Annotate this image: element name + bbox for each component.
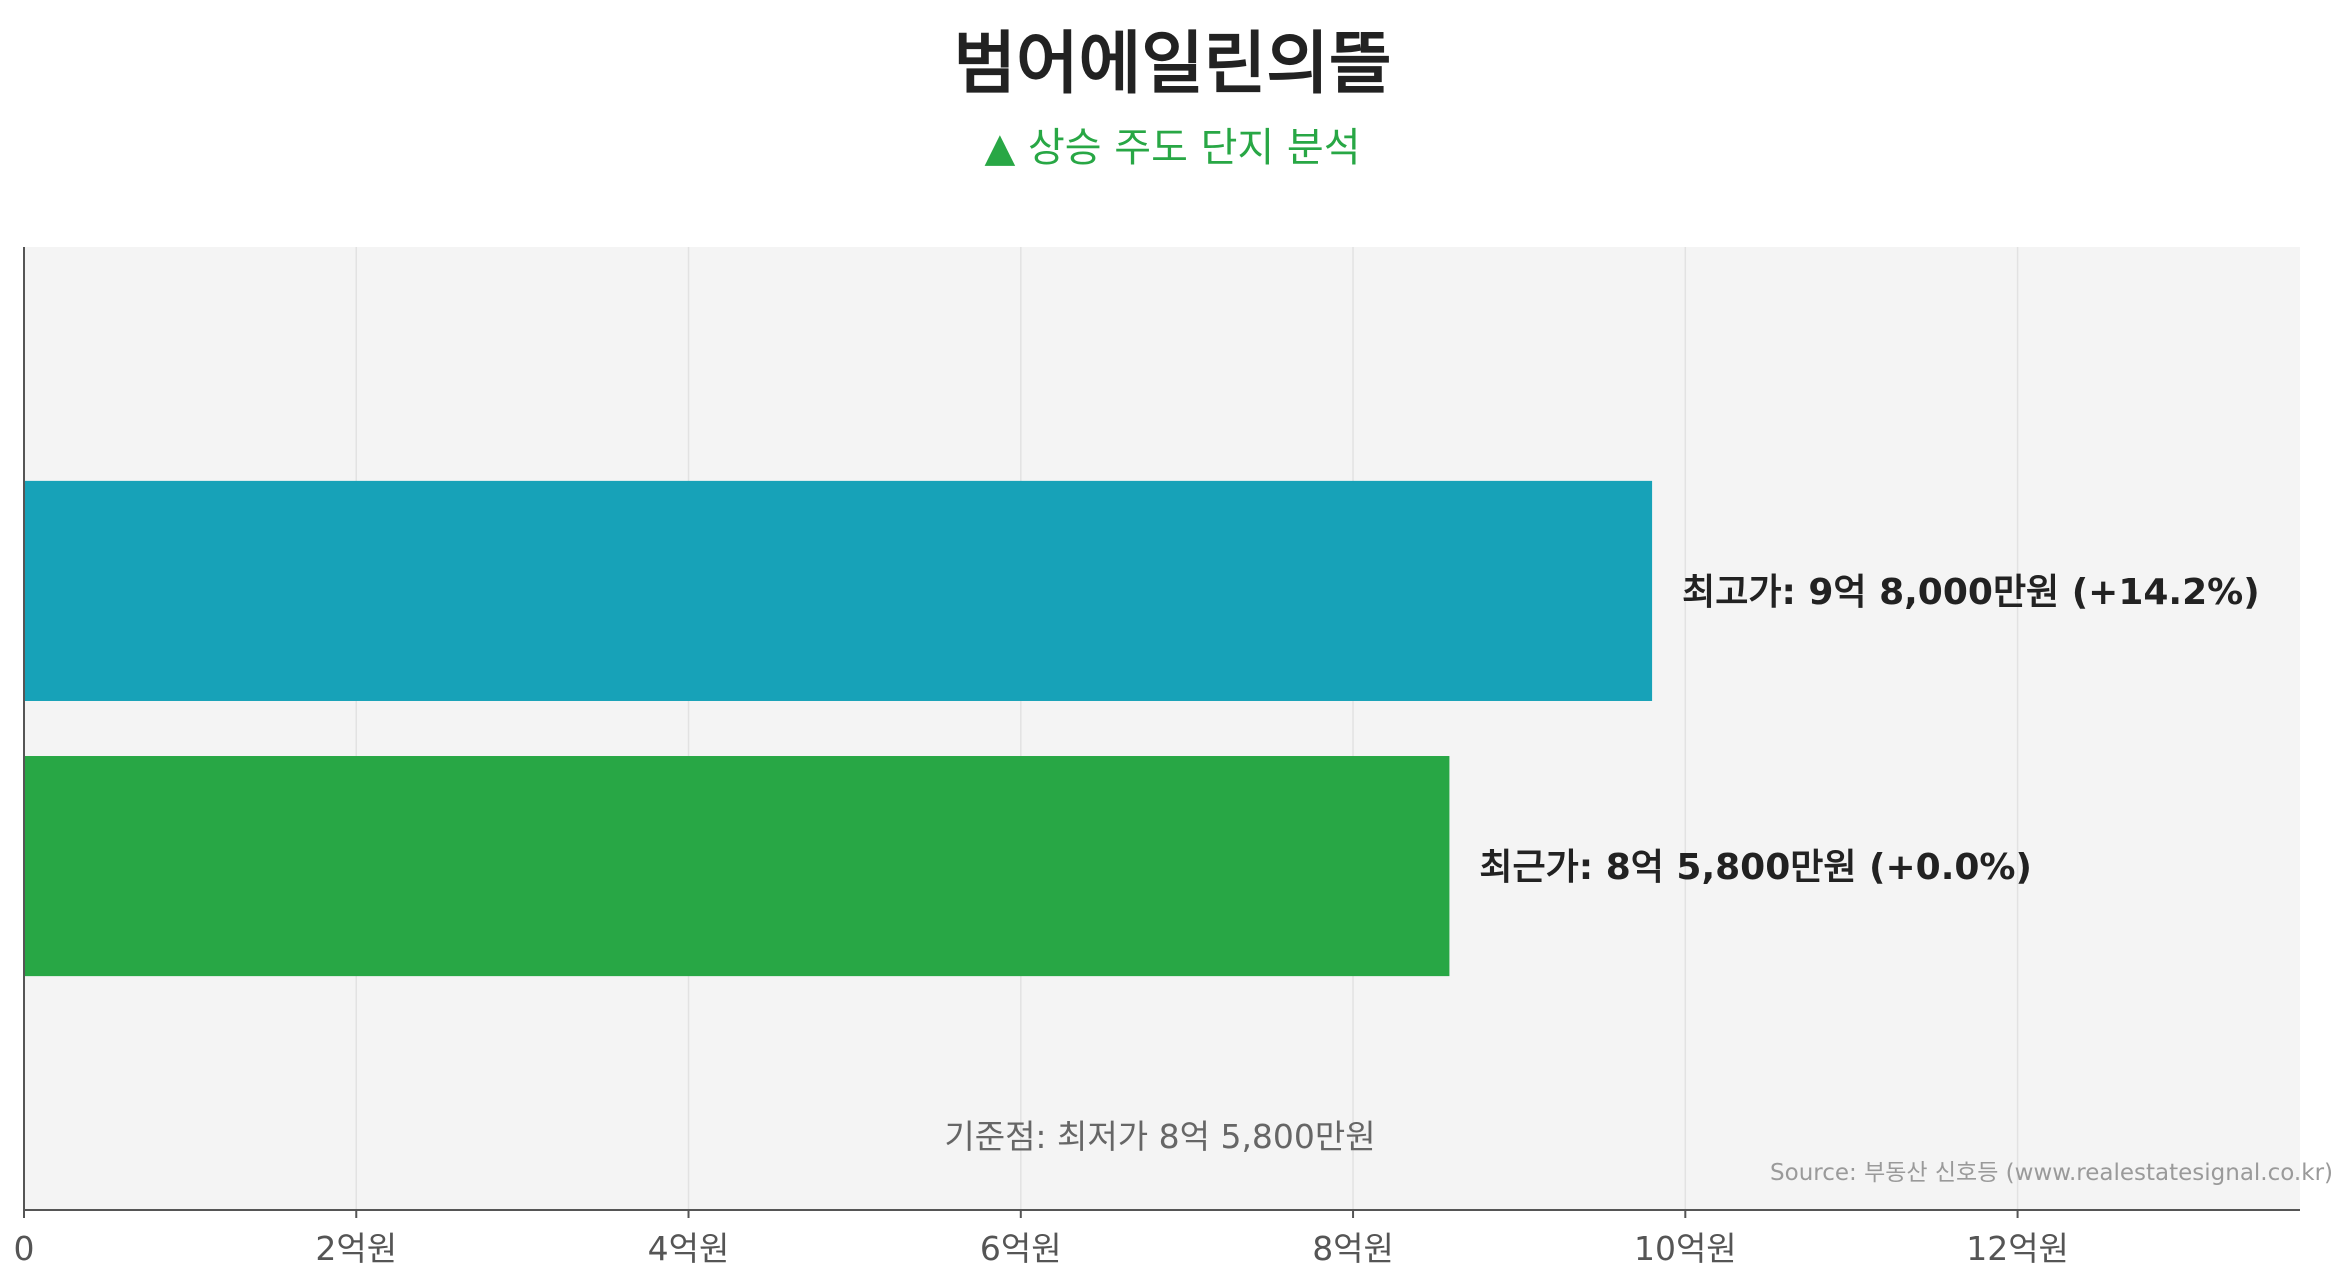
bars (24, 480, 1653, 977)
chart-subtitle: ▲ 상승 주도 단지 분석 (984, 125, 1361, 171)
x-tick-label: 4억원 (648, 1229, 730, 1268)
x-tick-label: 8억원 (1312, 1229, 1394, 1268)
x-tick-labels: 0 2억원 4억원 6억원 8억원 10억원 12억원 (14, 1210, 2069, 1268)
source-note: Source: 부동산 신호등 (www.realestatesignal.co… (1770, 1160, 2333, 1186)
x-tick-label: 10억원 (1634, 1229, 1737, 1268)
plot-background (24, 247, 2300, 1210)
bar-value-label: 최근가: 8억 5,800만원 (+0.0%) (1479, 847, 2032, 888)
bar-recent-price (24, 756, 1450, 977)
x-tick-label: 12억원 (1966, 1229, 2069, 1268)
axes (23, 247, 2300, 1211)
grid-lines (355, 247, 2019, 1210)
baseline-annotation: 기준점: 최저가 8억 5,800만원 (944, 1117, 1375, 1156)
bar-highest-price (24, 480, 1653, 701)
bar-labels: 최고가: 9억 8,000만원 (+14.2%) 최근가: 8억 5,800만원 … (1479, 572, 2259, 888)
x-tick-label: 2억원 (315, 1229, 397, 1268)
chart-title: 범어에일린의뜰 (953, 25, 1392, 104)
x-tick-label: 6억원 (980, 1229, 1062, 1268)
x-tick-label: 0 (14, 1229, 35, 1268)
bar-value-label: 최고가: 9억 8,000만원 (+14.2%) (1682, 572, 2260, 613)
